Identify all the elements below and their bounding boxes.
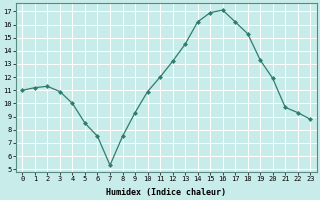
X-axis label: Humidex (Indice chaleur): Humidex (Indice chaleur) (106, 188, 226, 197)
